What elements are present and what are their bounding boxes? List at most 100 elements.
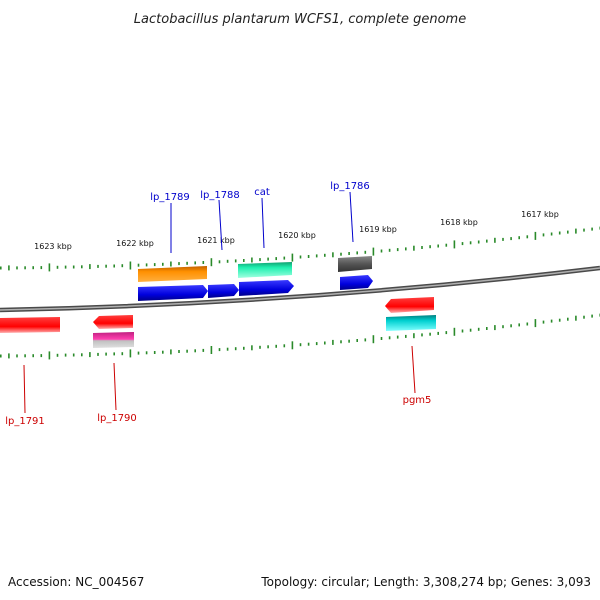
kbp-label: 1617 kbp [521,210,559,219]
tick-mark [575,315,577,321]
tick-mark [283,256,286,260]
gene-lp-1790-red[interactable] [93,315,133,329]
tick-mark [202,261,205,264]
tick-mark [534,319,537,328]
forward-gene-labels: lp_1789 lp_1788 cat lp_1786 [150,181,370,253]
tick-mark [299,343,302,347]
tick-mark [275,257,277,261]
tick-mark [97,352,99,356]
gene-cat-green[interactable] [238,262,292,278]
tick-mark [453,240,456,249]
tick-mark [396,335,399,339]
tick-mark [429,245,431,249]
tick-mark [324,253,326,257]
tick-mark [48,351,51,360]
tick-mark [372,247,375,256]
tick-mark [32,354,34,358]
tick-mark [56,353,59,357]
gene-lp-1790-pink[interactable] [93,332,134,348]
tick-mark [332,339,334,345]
tick-mark [137,351,140,355]
label-lp-1791[interactable]: lp_1791 [5,416,45,427]
tick-mark [429,332,431,336]
tick-mark [170,261,172,267]
label-pgm5[interactable]: pgm5 [403,395,432,406]
tick-mark [8,265,10,271]
tick-mark [445,331,448,335]
tick-mark [453,327,456,336]
kbp-label: 1620 kbp [278,231,316,240]
gene-lp-1786-gray[interactable] [338,256,372,272]
accession-text: Accession: NC_004567 [8,575,144,589]
gene-lp-1789-blue[interactable] [138,285,208,301]
tick-mark [40,266,43,270]
tick-mark [64,353,67,357]
tick-mark [81,353,83,357]
gene-lp-1786-blue[interactable] [340,275,373,290]
tick-mark [226,347,229,351]
tick-mark [105,352,107,356]
label-lp-1789[interactable]: lp_1789 [150,192,190,203]
tick-mark [234,259,237,263]
tick-mark [259,258,261,262]
tick-mark [388,336,391,340]
tick-mark [178,262,180,266]
tick-mark [591,314,593,318]
tick-mark [348,339,350,343]
tick-mark [32,266,34,270]
tick-mark [40,354,43,358]
gene-cat-blue[interactable] [239,280,294,296]
tick-mark [364,250,367,254]
leader-cat [261,197,265,249]
label-lp-1786[interactable]: lp_1786 [330,181,370,192]
tick-mark [243,346,245,350]
tick-mark [145,263,148,267]
tick-mark [121,352,124,356]
gene-pgm5-red[interactable] [385,297,434,313]
tick-mark [226,259,229,263]
label-cat[interactable]: cat [254,187,270,198]
tick-mark [210,258,213,267]
tick-mark [251,345,253,351]
gene-lp-1788[interactable] [208,284,239,298]
tick-mark [16,354,18,358]
tick-mark [202,348,205,352]
forward-genes [138,256,373,301]
tick-mark [72,265,75,269]
tick-mark [153,351,156,354]
tick-mark [105,264,107,268]
tick-mark [153,263,156,267]
tick-mark [194,349,196,353]
tick-mark [494,237,496,243]
tick-mark [502,237,504,241]
tick-mark [218,348,221,352]
tick-mark [583,315,585,319]
gene-pgm5-cyan[interactable] [386,315,436,331]
tick-mark [234,347,237,351]
tick-mark [558,231,561,235]
tick-mark [340,340,342,344]
gene-lp-1789-orange[interactable] [138,266,207,282]
leader-lp-1786 [349,191,354,243]
reverse-genes [0,297,436,348]
tick-mark [526,235,529,239]
gene-lp-1791[interactable] [0,317,60,333]
tick-mark [332,252,334,258]
label-lp-1788[interactable]: lp_1788 [200,190,240,201]
tick-mark [162,350,164,354]
tick-mark [405,247,407,251]
tick-mark [178,350,180,353]
tick-mark [380,249,383,253]
tick-mark [372,335,375,344]
tick-mark [210,346,213,354]
tick-mark [494,325,496,331]
tick-mark [170,349,172,355]
tick-mark [461,242,464,246]
kbp-label: 1622 kbp [116,239,154,248]
label-lp-1790[interactable]: lp_1790 [97,413,137,424]
tick-mark [437,244,439,248]
tick-mark [380,337,383,340]
tick-mark [388,248,391,252]
tick-mark [8,353,10,359]
tick-mark [283,344,286,348]
